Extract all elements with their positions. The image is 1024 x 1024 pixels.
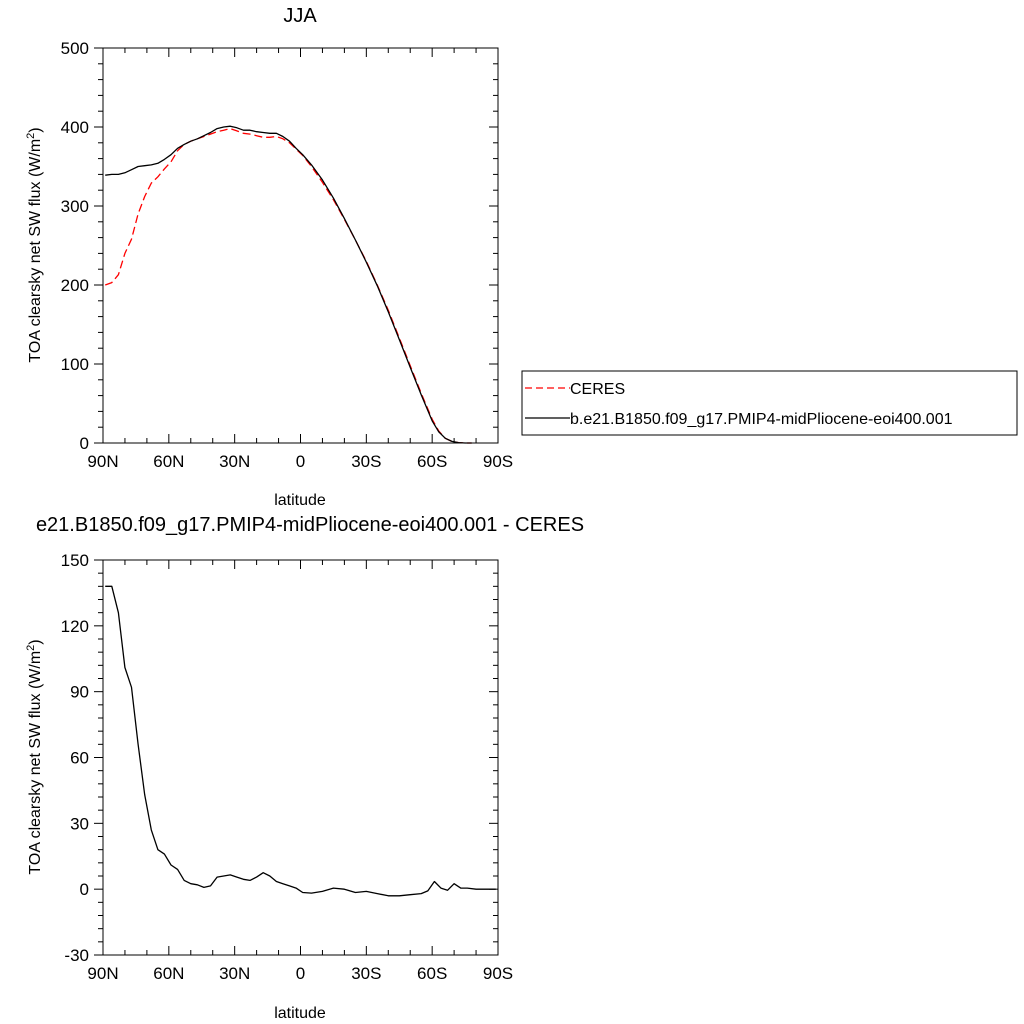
bottom-chart-series-line-difference <box>105 585 496 897</box>
top-chart-x-tick-label: 90N <box>87 452 118 471</box>
top-chart-title: JJA <box>283 5 317 27</box>
top-chart-y-tick-label: 0 <box>80 434 89 453</box>
bottom-chart-y-tick-label: -30 <box>64 946 89 965</box>
top-chart-y-tick-label: 100 <box>61 355 89 374</box>
bottom-chart-y-tick-label: 60 <box>70 749 89 768</box>
bottom-chart-title: e21.B1850.f09_g17.PMIP4-midPliocene-eoi4… <box>36 514 584 536</box>
bottom-chart-x-tick-label: 0 <box>296 964 305 983</box>
top-chart-ticks <box>94 47 499 444</box>
bottom-chart-x-tick-label: 60S <box>417 964 447 983</box>
top-chart-y-tick-label: 500 <box>61 39 89 58</box>
bottom-chart-y-tick-label: 90 <box>70 683 89 702</box>
legend-label-ceres: CERES <box>570 381 625 398</box>
bottom-chart-x-axis-title: latitude <box>274 1005 326 1022</box>
top-chart-plot-frame <box>102 47 499 444</box>
top-chart-x-tick-label: 30S <box>351 452 381 471</box>
top-chart-x-tick-label: 60S <box>417 452 447 471</box>
top-chart-y-tick-label: 300 <box>61 197 89 216</box>
top-chart-x-tick-label: 90S <box>483 452 513 471</box>
legend-box <box>521 370 1018 436</box>
bottom-chart-plot-frame <box>102 559 499 956</box>
bottom-chart-x-tick-label: 90S <box>483 964 513 983</box>
top-chart-series-line-ceres <box>104 127 472 444</box>
bottom-chart-series <box>105 585 496 897</box>
top-chart-y-axis-title: TOA clearsky net SW flux (W/m2) <box>25 127 44 362</box>
bottom-chart-x-tick-label: 30S <box>351 964 381 983</box>
top-chart-y-tick-labels: 0 100 200 300 400 500 <box>61 39 89 453</box>
bottom-chart-y-tick-label: 0 <box>80 880 89 899</box>
top-chart-x-tick-label: 60N <box>153 452 184 471</box>
top-chart-x-axis-title: latitude <box>274 492 326 509</box>
bottom-chart: e21.B1850.f09_g17.PMIP4-midPliocene-eoi4… <box>25 514 584 1022</box>
bottom-chart-x-tick-labels: 90N 60N 30N 0 30S 60S 90S <box>87 964 513 983</box>
top-chart: JJA 0 100 200 300 400 500 90N 60N 30N 0 30S 60S 90S… <box>25 5 513 509</box>
bottom-chart-x-tick-label: 60N <box>153 964 184 983</box>
top-chart-y-tick-label: 400 <box>61 118 89 137</box>
bottom-chart-y-tick-label: 120 <box>61 617 89 636</box>
top-chart-x-tick-label: 30N <box>219 452 250 471</box>
bottom-chart-y-axis-title: TOA clearsky net SW flux (W/m2) <box>25 639 44 874</box>
bottom-chart-y-tick-label: 30 <box>70 814 89 833</box>
bottom-chart-ticks <box>94 559 499 956</box>
bottom-chart-y-tick-labels: -30 0 30 60 90 120 150 <box>61 551 89 965</box>
top-chart-series <box>104 125 472 444</box>
bottom-chart-x-tick-label: 30N <box>219 964 250 983</box>
top-chart-x-tick-labels: 90N 60N 30N 0 30S 60S 90S <box>87 452 513 471</box>
bottom-chart-x-tick-label: 90N <box>87 964 118 983</box>
legend-label-model: b.e21.B1850.f09_g17.PMIP4-midPliocene-eo… <box>570 411 953 428</box>
bottom-chart-y-tick-label: 150 <box>61 551 89 570</box>
top-chart-y-tick-label: 200 <box>61 276 89 295</box>
legend: CERES b.e21.B1850.f09_g17.PMIP4-midPlioc… <box>521 370 1018 436</box>
top-chart-x-tick-label: 0 <box>296 452 305 471</box>
top-chart-series-line-model <box>105 125 472 444</box>
